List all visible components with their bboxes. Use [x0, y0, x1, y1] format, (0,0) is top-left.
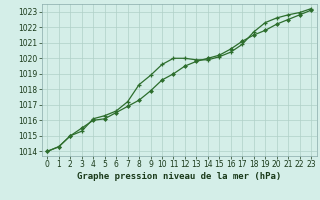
- X-axis label: Graphe pression niveau de la mer (hPa): Graphe pression niveau de la mer (hPa): [77, 172, 281, 181]
